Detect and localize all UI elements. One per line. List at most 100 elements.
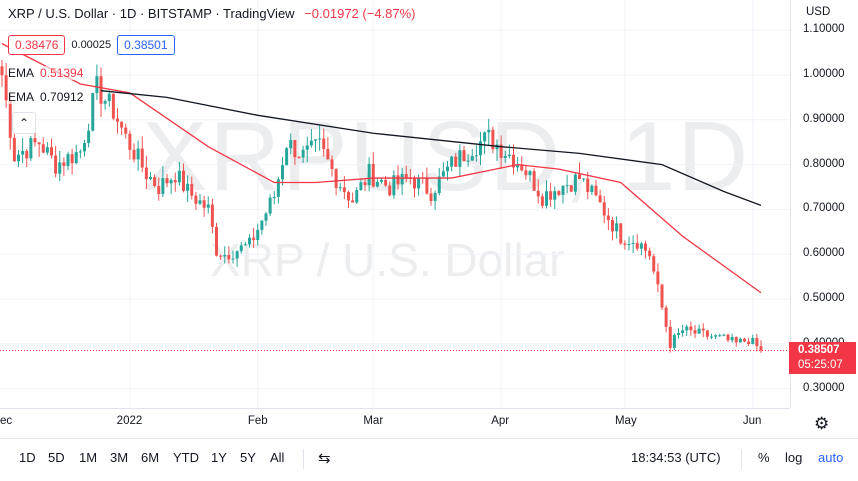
bar-countdown: 05:25:07	[798, 359, 843, 371]
candle-body	[371, 163, 375, 187]
time-axis[interactable]: ec 2022 Feb Mar Apr May Jun	[0, 408, 790, 439]
buy-price-button[interactable]: 0.38501	[117, 35, 175, 55]
candle-body	[305, 145, 309, 150]
time-tick-label: 2022	[116, 415, 143, 427]
candle-body	[611, 220, 614, 232]
price-tick-label: 1.10000	[803, 23, 845, 36]
candle-body	[734, 336, 738, 343]
candle-body	[58, 162, 62, 174]
candle-body	[738, 338, 742, 343]
candle-body	[359, 182, 363, 191]
candle-body	[260, 220, 264, 230]
candlestick-chart[interactable]	[0, 0, 790, 408]
candle-body	[454, 156, 458, 167]
candle-body	[25, 151, 29, 159]
candle-body	[0, 66, 4, 76]
candle-body	[479, 141, 482, 156]
auto-scale-button[interactable]: auto	[818, 450, 844, 465]
currency-label[interactable]: USD	[806, 6, 831, 18]
candle-body	[318, 138, 322, 140]
candle-body	[710, 336, 713, 338]
range-1d-button[interactable]: 1D	[19, 450, 36, 465]
candle-body	[124, 127, 128, 134]
candle-body	[334, 169, 338, 188]
candle-body	[615, 223, 619, 232]
range-1m-button[interactable]: 1M	[79, 450, 98, 465]
candle-body	[726, 334, 730, 341]
chart-area[interactable]: XRPUSD, 1D XRP / U.S. Dollar XRP / U.S. …	[0, 0, 790, 408]
candle-body	[755, 337, 759, 347]
candle-body	[722, 334, 726, 336]
range-5y-button[interactable]: 5Y	[240, 450, 256, 465]
collapse-legend-button[interactable]: ⌃	[12, 112, 36, 134]
candle-body	[672, 334, 676, 348]
log-scale-button[interactable]: log	[785, 450, 803, 465]
spread-value: 0.00025	[71, 39, 112, 51]
candle-body	[301, 149, 305, 158]
candle-body	[149, 177, 152, 180]
range-ytd-button[interactable]: YTD	[173, 450, 199, 465]
candle-body	[631, 242, 635, 244]
candle-body	[29, 138, 33, 159]
candle-body	[705, 330, 709, 337]
candle-body	[375, 181, 379, 187]
candle-body	[487, 129, 491, 133]
candle-body	[462, 150, 466, 162]
candle-body	[681, 330, 685, 334]
ema-legend-2[interactable]: EMA 0.70912	[8, 90, 84, 104]
candle-body	[116, 118, 119, 122]
candle-body	[177, 170, 181, 183]
candle-body	[33, 138, 37, 143]
range-5d-button[interactable]: 5D	[48, 450, 65, 465]
candle-body	[21, 151, 25, 155]
candle-body	[524, 170, 528, 176]
candle-body	[689, 326, 693, 331]
range-6m-button[interactable]: 6M	[141, 450, 160, 465]
candle-body	[561, 185, 565, 195]
time-tick-label: Apr	[491, 415, 510, 427]
candle-body	[639, 243, 643, 249]
candle-body	[157, 185, 161, 194]
candle-body	[466, 160, 470, 162]
candle-body	[429, 193, 433, 201]
candle-body	[182, 170, 185, 191]
range-all-button[interactable]: All	[270, 450, 285, 465]
ema-long-line	[100, 90, 762, 206]
sell-price-button[interactable]: 0.38476	[8, 35, 66, 55]
date-range-icon[interactable]: ⇆	[318, 450, 331, 467]
candle-body	[12, 137, 16, 162]
range-1y-button[interactable]: 1Y	[211, 450, 227, 465]
candle-body	[206, 204, 210, 208]
candle-body	[322, 138, 326, 150]
candle-body	[392, 175, 396, 196]
candle-body	[540, 196, 544, 206]
percent-scale-button[interactable]: %	[758, 450, 770, 465]
divider	[303, 449, 304, 469]
price-tick-label: 0.60000	[803, 247, 845, 260]
candle-body	[66, 154, 70, 166]
candle-body	[718, 335, 722, 337]
range-3m-button[interactable]: 3M	[110, 450, 129, 465]
candle-body	[512, 154, 515, 168]
candle-body	[437, 176, 441, 194]
candle-body	[499, 144, 503, 158]
candle-body	[516, 164, 520, 168]
candle-body	[578, 174, 581, 180]
candle-body	[103, 101, 107, 104]
candle-body	[507, 154, 511, 157]
ema-legend-1[interactable]: EMA 0.51394	[8, 66, 84, 80]
candle-body	[586, 178, 590, 193]
utc-clock[interactable]: 18:34:53 (UTC)	[631, 450, 721, 465]
candle-body	[759, 346, 763, 351]
candle-body	[111, 93, 115, 119]
candle-body	[144, 167, 148, 180]
candle-body	[50, 147, 53, 156]
candle-body	[136, 148, 140, 160]
gear-icon[interactable]: ⚙	[814, 414, 830, 433]
last-price-label: 0.38507 05:25:07	[789, 342, 856, 374]
candle-body	[685, 326, 689, 331]
candle-body	[309, 140, 313, 146]
candle-body	[17, 154, 20, 162]
candle-body	[404, 173, 408, 179]
candle-body	[355, 190, 359, 203]
